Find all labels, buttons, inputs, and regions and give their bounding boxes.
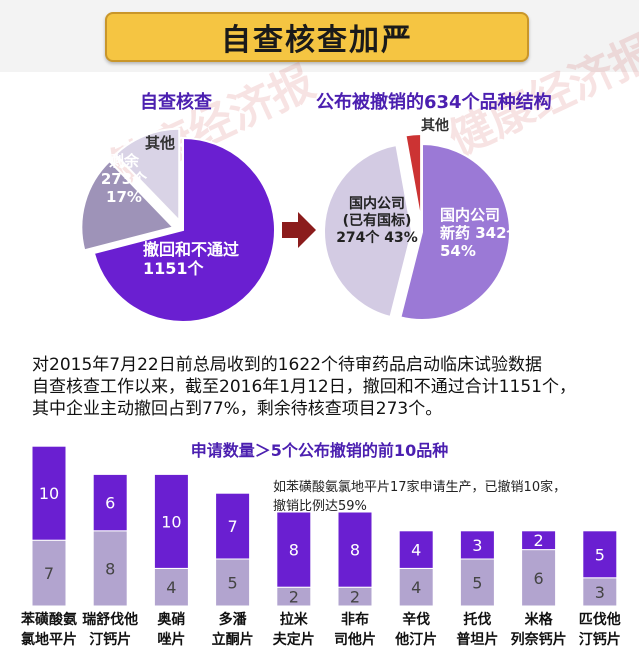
bar-8-label-0: 6	[534, 569, 544, 588]
bar-9-label-1: 5	[595, 545, 605, 564]
category-label-3-1: 立酮片	[212, 631, 254, 648]
left-pie-slice-2	[113, 127, 181, 224]
left-pie-remaining-count: 273个	[100, 170, 148, 188]
category-label-9-1: 汀钙片	[579, 631, 621, 648]
right-pie-new-label: 国内公司 新药 342个 54%	[440, 206, 522, 260]
left-pie-remaining-pct: 17%	[106, 188, 142, 206]
left-pie-title: 自查核查	[140, 92, 212, 113]
summary-line-2: 自查核查工作以来，截至2016年1月12日，撤回和不通过合计1151个，	[32, 377, 576, 397]
category-label-7-0: 托伐	[463, 611, 491, 628]
bar-7-series-0	[459, 558, 495, 607]
bar-0-label-0: 7	[44, 564, 54, 583]
left-pie-remaining-label: 剩余 273个 17%	[100, 152, 148, 206]
left-pie-other-label: 其他	[145, 134, 176, 152]
right-pie-other-label: 其他	[421, 118, 449, 134]
category-label-8-1: 列奈钙片	[511, 631, 567, 648]
category-label-1-1: 汀钙片	[89, 631, 131, 648]
bar-6-label-0: 4	[411, 578, 421, 597]
category-label-1-0: 瑞舒伐他	[82, 611, 138, 628]
category-label-0-1: 氯地平片	[21, 631, 77, 648]
right-pie-existing-sub: (已有国标)	[342, 212, 412, 229]
category-label-4-1: 夫定片	[273, 631, 315, 648]
bar-2-label-1: 10	[161, 512, 181, 531]
arrow-icon	[282, 212, 316, 248]
left-pie-withdrawn-label: 撤回和不通过 1151个	[143, 240, 239, 278]
right-pie-existing-name: 国内公司	[349, 196, 405, 212]
category-label-6-1: 他汀片	[394, 631, 437, 648]
category-label-7-1: 普坦片	[456, 631, 498, 648]
right-pie-new-pct: 54%	[440, 242, 476, 260]
bar-3-series-1	[215, 492, 251, 560]
bar-2-series-1	[153, 473, 189, 569]
left-pie-slice-0	[92, 136, 276, 323]
right-pie-new-name: 国内公司	[440, 206, 501, 224]
bar-7-label-1: 3	[472, 536, 482, 555]
bar-chart-annotation: 如苯磺酸氨氯地平片17家申请生产，已撤销10家， 撤销比例达59%	[273, 478, 623, 516]
bar-4-label-0: 2	[289, 588, 299, 607]
bar-0-series-1	[31, 445, 67, 541]
bar-8-series-1	[521, 530, 557, 551]
bar-6-series-1	[398, 530, 434, 569]
bar-6-label-1: 4	[411, 541, 421, 560]
summary-line-3: 其中企业主动撤回占到77%，剩余待核查项目273个。	[32, 399, 443, 419]
bar-8-label-1: 2	[534, 531, 544, 550]
bar-3-label-0: 5	[228, 574, 238, 593]
bar-5-label-1: 8	[350, 541, 360, 560]
category-label-5-1: 司他片	[334, 631, 376, 648]
bar-1-label-1: 6	[105, 494, 115, 513]
bar-9-series-1	[582, 530, 618, 579]
bar-0-label-1: 10	[39, 484, 59, 503]
bar-4-series-1	[276, 511, 312, 588]
category-label-2-0: 奥硝	[157, 611, 185, 628]
bar-4-label-1: 8	[289, 541, 299, 560]
category-label-9-0: 匹伐他	[579, 611, 621, 628]
bar-3-label-1: 7	[228, 517, 238, 536]
right-pie-slice-0	[399, 142, 512, 321]
category-label-8-0: 米格	[525, 611, 554, 628]
category-label-0-0: 苯磺酸氨	[20, 611, 77, 628]
bar-7-label-0: 5	[472, 574, 482, 593]
right-pie-slice-1	[323, 143, 414, 319]
bar-8-series-0	[521, 549, 557, 607]
annotation-line-1: 如苯磺酸氨氯地平片17家申请生产，已撤销10家，	[273, 480, 567, 495]
right-pie-title: 公布被撤销的634个品种结构	[316, 92, 552, 113]
category-label-2-1: 唑片	[157, 631, 185, 648]
bar-5-label-0: 2	[350, 588, 360, 607]
bar-9-label-0: 3	[595, 583, 605, 602]
category-label-6-0: 辛伐	[402, 611, 430, 628]
bar-6-series-0	[398, 567, 434, 607]
summary-line-1: 对2015年7月22日前总局收到的1622个待审药品启动临床试验数据	[32, 355, 542, 375]
left-pie-remaining-name: 剩余	[108, 152, 139, 170]
bar-3-series-0	[215, 558, 251, 607]
right-pie-slice-2	[404, 133, 423, 223]
left-pie-withdrawn-count: 1151个	[143, 259, 204, 279]
bar-5-series-1	[337, 511, 373, 588]
bar-9-series-0	[582, 577, 618, 607]
bar-1-label-0: 8	[105, 559, 115, 578]
right-pie-existing-label: 国内公司 (已有国标) 274个 43%	[328, 196, 426, 246]
summary-paragraph: 对2015年7月22日前总局收到的1622个待审药品启动临床试验数据 自查核查工…	[32, 354, 632, 420]
category-label-3-0: 多潘	[219, 611, 248, 628]
bar-0-series-0	[31, 539, 67, 607]
left-pie-withdrawn-name: 撤回和不通过	[143, 240, 240, 259]
page-title: 自查核查加严	[105, 12, 529, 62]
annotation-line-2: 撤销比例达59%	[273, 499, 367, 514]
category-label-5-0: 非布	[341, 611, 369, 628]
right-pie-existing-count: 274个 43%	[336, 229, 418, 246]
left-pie-slice-1	[80, 159, 176, 252]
bar-1-series-1	[92, 473, 128, 532]
right-pie-new-count: 新药 342个	[440, 224, 522, 242]
bar-chart-title: 申请数量＞5个公布撤销的前10品种	[190, 441, 449, 460]
bar-2-label-0: 4	[166, 578, 176, 597]
bar-7-series-1	[459, 530, 495, 560]
category-label-4-0: 拉米	[280, 611, 309, 628]
